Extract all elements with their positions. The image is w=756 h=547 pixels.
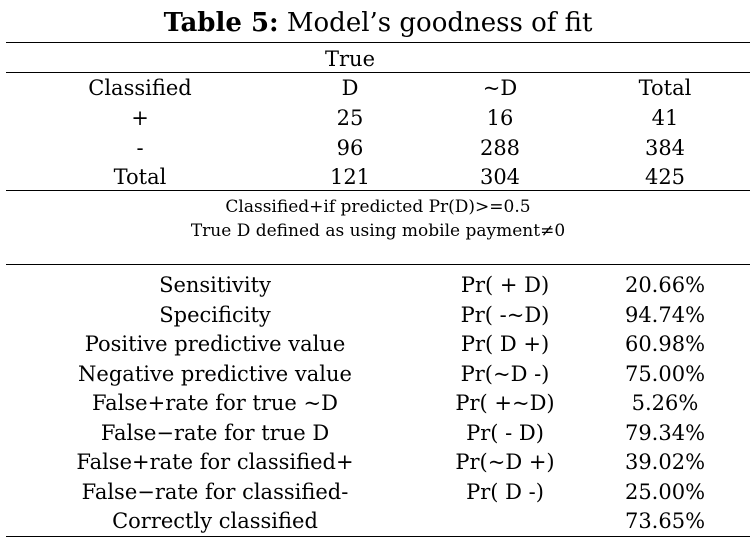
statistics-top-rule	[6, 264, 750, 265]
cell-plus-not-d: 16	[486, 106, 514, 130]
statistic-name: False−rate for classified-	[81, 480, 349, 504]
statistic-value: 25.00%	[624, 480, 706, 504]
statistic-name: Correctly classified	[112, 509, 318, 533]
table-caption-label: Table 5:	[163, 8, 279, 38]
group-header-rule	[6, 72, 750, 73]
statistic-name: Sensitivity	[159, 273, 271, 297]
statistic-formula: Pr(~D -)	[460, 362, 550, 386]
statistic-formula: Pr( - D)	[466, 421, 544, 445]
statistic-value: 60.98%	[624, 332, 706, 356]
statistic-value: 94.74%	[624, 303, 706, 327]
table-caption: Table 5: Model’s goodness of fit	[0, 8, 756, 38]
statistic-name: False+rate for classified+	[76, 450, 354, 474]
statistic-value: 75.00%	[624, 362, 706, 386]
cell-total-not-d: 304	[479, 165, 521, 189]
statistic-formula: Pr(~D +)	[455, 450, 555, 474]
table-note: Classified+if predicted Pr(D)>=0.5	[225, 197, 531, 217]
cell-total-d: 121	[329, 165, 371, 189]
cell-plus-d: 25	[336, 106, 364, 130]
cell-total-total: 425	[644, 165, 686, 189]
statistic-name: False−rate for true D	[100, 421, 330, 445]
statistic-value: 20.66%	[624, 273, 706, 297]
statistic-name: Specificity	[159, 303, 271, 327]
column-header-not-d: ~D	[482, 76, 518, 100]
statistic-formula: Pr( D -)	[466, 480, 544, 504]
column-header-d: D	[341, 76, 359, 100]
column-header-total: Total	[638, 76, 692, 100]
classification-bottom-rule	[6, 190, 750, 191]
table-caption-title: Model’s goodness of fit	[286, 8, 593, 38]
row-label-minus: -	[136, 136, 144, 160]
cell-minus-total: 384	[644, 136, 686, 160]
table-top-rule	[6, 42, 750, 43]
table-note: True D defined as using mobile payment≠0	[190, 221, 566, 241]
statistic-formula: Pr( -~D)	[460, 303, 550, 327]
cell-plus-total: 41	[651, 106, 679, 130]
statistic-name: False+rate for true ~D	[92, 391, 338, 415]
statistic-formula: Pr( +~D)	[455, 391, 555, 415]
statistic-value: 79.34%	[624, 421, 706, 445]
statistic-name: Positive predictive value	[84, 332, 346, 356]
statistic-value: 73.65%	[624, 509, 706, 533]
table-bottom-rule	[6, 536, 750, 537]
group-header-true: True	[325, 47, 375, 71]
statistic-formula: Pr( + D)	[460, 273, 550, 297]
cell-minus-not-d: 288	[479, 136, 521, 160]
statistic-value: 5.26%	[631, 391, 699, 415]
row-label-total: Total	[113, 165, 167, 189]
statistic-name: Negative predictive value	[78, 362, 352, 386]
statistic-formula: Pr( D +)	[460, 332, 550, 356]
statistic-value: 39.02%	[624, 450, 706, 474]
cell-minus-d: 96	[336, 136, 364, 160]
column-header-classified: Classified	[88, 76, 192, 100]
row-label-plus: +	[131, 106, 149, 130]
